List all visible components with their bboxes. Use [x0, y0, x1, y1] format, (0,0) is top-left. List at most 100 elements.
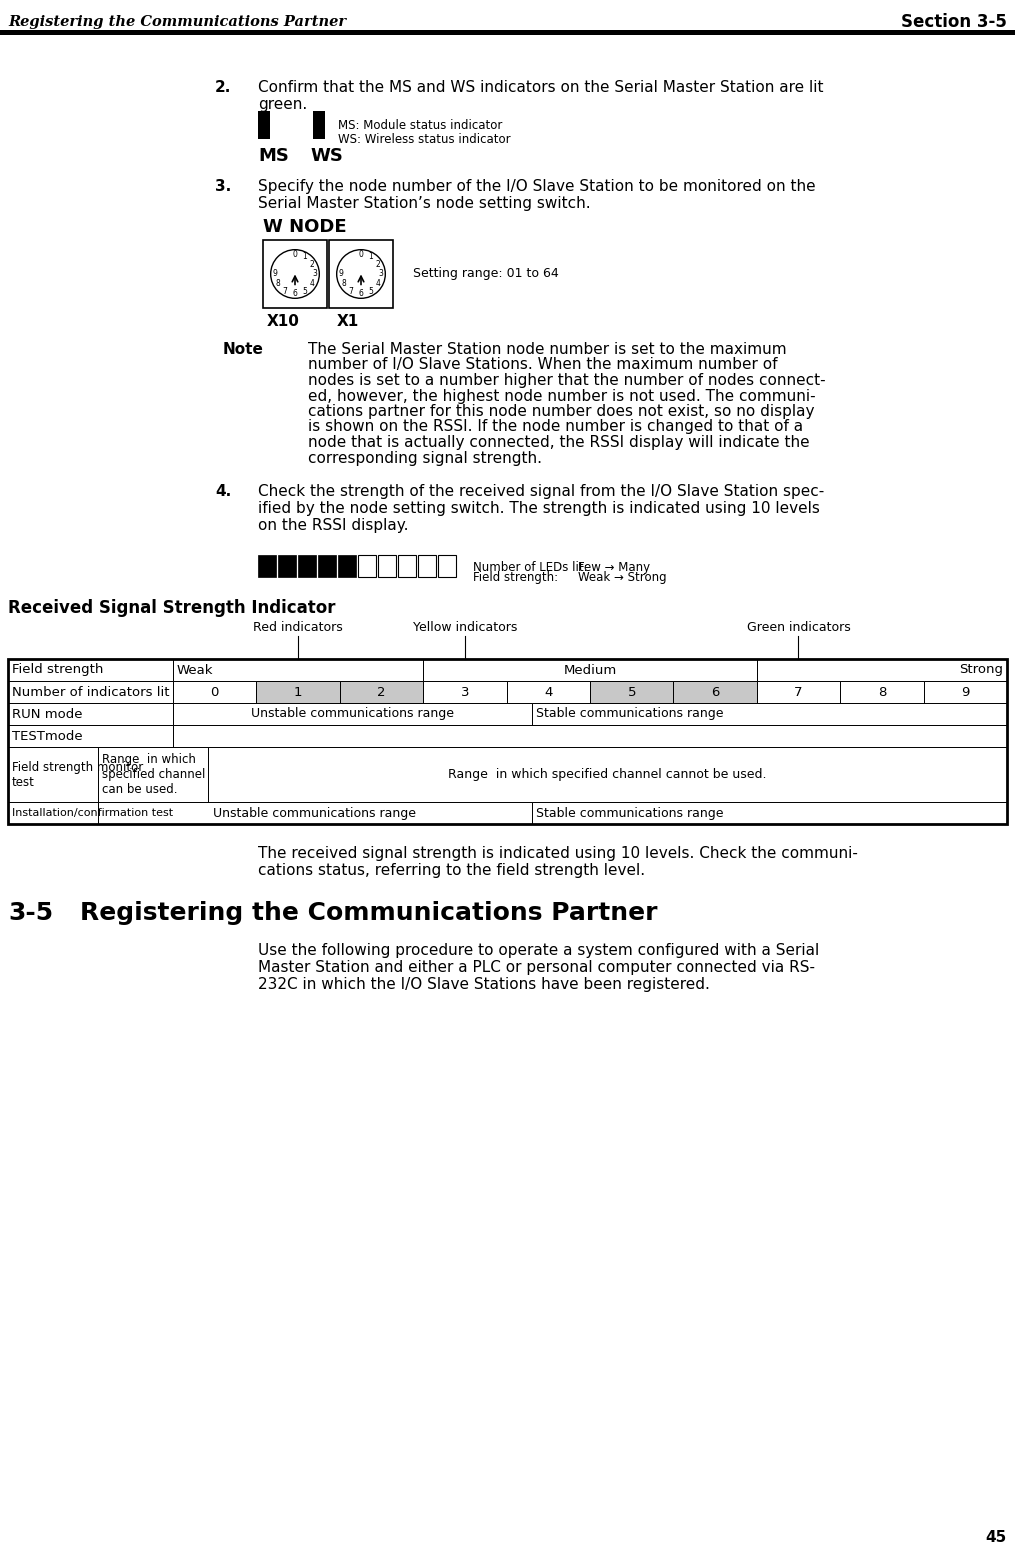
Bar	[263, 241, 327, 309]
Text: 1: 1	[302, 253, 308, 261]
Bar	[757, 659, 1007, 680]
Bar	[8, 802, 98, 824]
Text: 45: 45	[986, 1531, 1007, 1543]
Text: 2: 2	[310, 259, 315, 268]
Text: Registering the Communications Partner: Registering the Communications Partner	[80, 901, 658, 924]
Text: Field strength monitor
test: Field strength monitor test	[12, 761, 143, 788]
Bar	[590, 680, 673, 704]
Text: 5: 5	[368, 287, 374, 296]
Text: 7: 7	[795, 685, 803, 699]
Bar	[506, 680, 590, 704]
Text: MS: MS	[258, 147, 289, 165]
Bar	[532, 802, 1007, 824]
Bar	[8, 747, 98, 802]
Text: RUN mode: RUN mode	[12, 708, 82, 721]
Text: The received signal strength is indicated using 10 levels. Check the communi-: The received signal strength is indicate…	[258, 846, 858, 861]
Text: 5: 5	[302, 287, 308, 296]
Text: Number of indicators lit: Number of indicators lit	[12, 685, 170, 699]
Text: 2: 2	[376, 259, 381, 268]
Bar	[318, 555, 336, 577]
Bar	[98, 747, 208, 802]
Text: 8: 8	[878, 685, 886, 699]
Text: 9: 9	[961, 685, 969, 699]
Text: green.: green.	[258, 97, 308, 113]
Bar	[313, 111, 325, 139]
Text: Field strength:: Field strength:	[473, 571, 558, 583]
Text: 3: 3	[461, 685, 469, 699]
Text: Medium: Medium	[563, 663, 617, 676]
Bar	[438, 555, 456, 577]
Text: ed, however, the highest node number is not used. The communi-: ed, however, the highest node number is …	[308, 389, 816, 404]
Text: Master Station and either a PLC or personal computer connected via RS-: Master Station and either a PLC or perso…	[258, 960, 815, 975]
Bar	[673, 680, 757, 704]
Text: 8: 8	[341, 279, 346, 289]
Text: Yellow indicators: Yellow indicators	[413, 620, 517, 634]
Bar	[0, 29, 1015, 35]
Bar	[8, 659, 173, 680]
Bar	[8, 725, 173, 747]
Text: Serial Master Station’s node setting switch.: Serial Master Station’s node setting swi…	[258, 196, 591, 211]
Text: X10: X10	[267, 313, 299, 329]
Bar	[329, 241, 393, 309]
Text: Number of LEDs lit:: Number of LEDs lit:	[473, 562, 588, 574]
Bar	[98, 802, 532, 824]
Bar	[8, 704, 173, 725]
Bar	[340, 680, 423, 704]
Text: 2: 2	[378, 685, 386, 699]
Text: ified by the node setting switch. The strength is indicated using 10 levels: ified by the node setting switch. The st…	[258, 501, 820, 515]
Bar	[378, 555, 396, 577]
Text: Stable communications range: Stable communications range	[536, 708, 723, 721]
Text: TESTmode: TESTmode	[12, 730, 82, 742]
Text: 3.: 3.	[215, 179, 231, 194]
Text: Field strength: Field strength	[12, 663, 104, 676]
Bar	[757, 680, 840, 704]
Text: is shown on the RSSI. If the node number is changed to that of a: is shown on the RSSI. If the node number…	[308, 420, 803, 435]
Bar	[8, 680, 173, 704]
Text: Range  in which specified channel cannot be used.: Range in which specified channel cannot …	[449, 768, 766, 781]
Text: Note: Note	[223, 343, 264, 356]
Text: WS: WS	[310, 147, 343, 165]
Bar	[924, 680, 1007, 704]
Text: corresponding signal strength.: corresponding signal strength.	[308, 451, 542, 466]
Bar	[358, 555, 376, 577]
Text: cations status, referring to the field strength level.: cations status, referring to the field s…	[258, 863, 646, 878]
Text: 8: 8	[275, 279, 280, 289]
Text: on the RSSI display.: on the RSSI display.	[258, 518, 408, 532]
Text: 3: 3	[313, 270, 318, 278]
Text: 4.: 4.	[215, 485, 231, 498]
Text: node that is actually connected, the RSSI display will indicate the: node that is actually connected, the RSS…	[308, 435, 810, 451]
Bar	[173, 659, 423, 680]
Bar	[208, 747, 1007, 802]
Text: X1: X1	[337, 313, 359, 329]
Bar	[173, 704, 532, 725]
Text: Few → Many: Few → Many	[578, 562, 651, 574]
Text: 6: 6	[710, 685, 720, 699]
Text: Green indicators: Green indicators	[747, 620, 851, 634]
Text: 2.: 2.	[215, 80, 231, 96]
Text: 5: 5	[627, 685, 636, 699]
Text: 1: 1	[294, 685, 302, 699]
Bar	[418, 555, 436, 577]
Bar	[532, 704, 1007, 725]
Text: Red indicators: Red indicators	[253, 620, 343, 634]
Text: The Serial Master Station node number is set to the maximum: The Serial Master Station node number is…	[308, 343, 787, 356]
Text: 4: 4	[310, 279, 315, 289]
Text: Setting range: 01 to 64: Setting range: 01 to 64	[413, 267, 558, 281]
Bar	[258, 555, 276, 577]
Text: Unstable communications range: Unstable communications range	[251, 708, 454, 721]
Bar	[398, 555, 416, 577]
Text: nodes is set to a number higher that the number of nodes connect-: nodes is set to a number higher that the…	[308, 373, 825, 387]
Text: Confirm that the MS and WS indicators on the Serial Master Station are lit: Confirm that the MS and WS indicators on…	[258, 80, 823, 96]
Bar	[173, 680, 257, 704]
Text: Unstable communications range: Unstable communications range	[213, 807, 416, 819]
Text: cations partner for this node number does not exist, so no display: cations partner for this node number doe…	[308, 404, 814, 420]
Text: Weak → Strong: Weak → Strong	[578, 571, 667, 583]
Text: Received Signal Strength Indicator: Received Signal Strength Indicator	[8, 599, 336, 617]
Text: WS: Wireless status indicator: WS: Wireless status indicator	[338, 133, 511, 147]
Text: 9: 9	[273, 270, 277, 278]
Text: Registering the Communications Partner: Registering the Communications Partner	[8, 15, 346, 29]
Text: Section 3-5: Section 3-5	[901, 12, 1007, 31]
Text: 232C in which the I/O Slave Stations have been registered.: 232C in which the I/O Slave Stations hav…	[258, 977, 709, 992]
Text: 6: 6	[292, 290, 297, 298]
Bar	[278, 555, 296, 577]
